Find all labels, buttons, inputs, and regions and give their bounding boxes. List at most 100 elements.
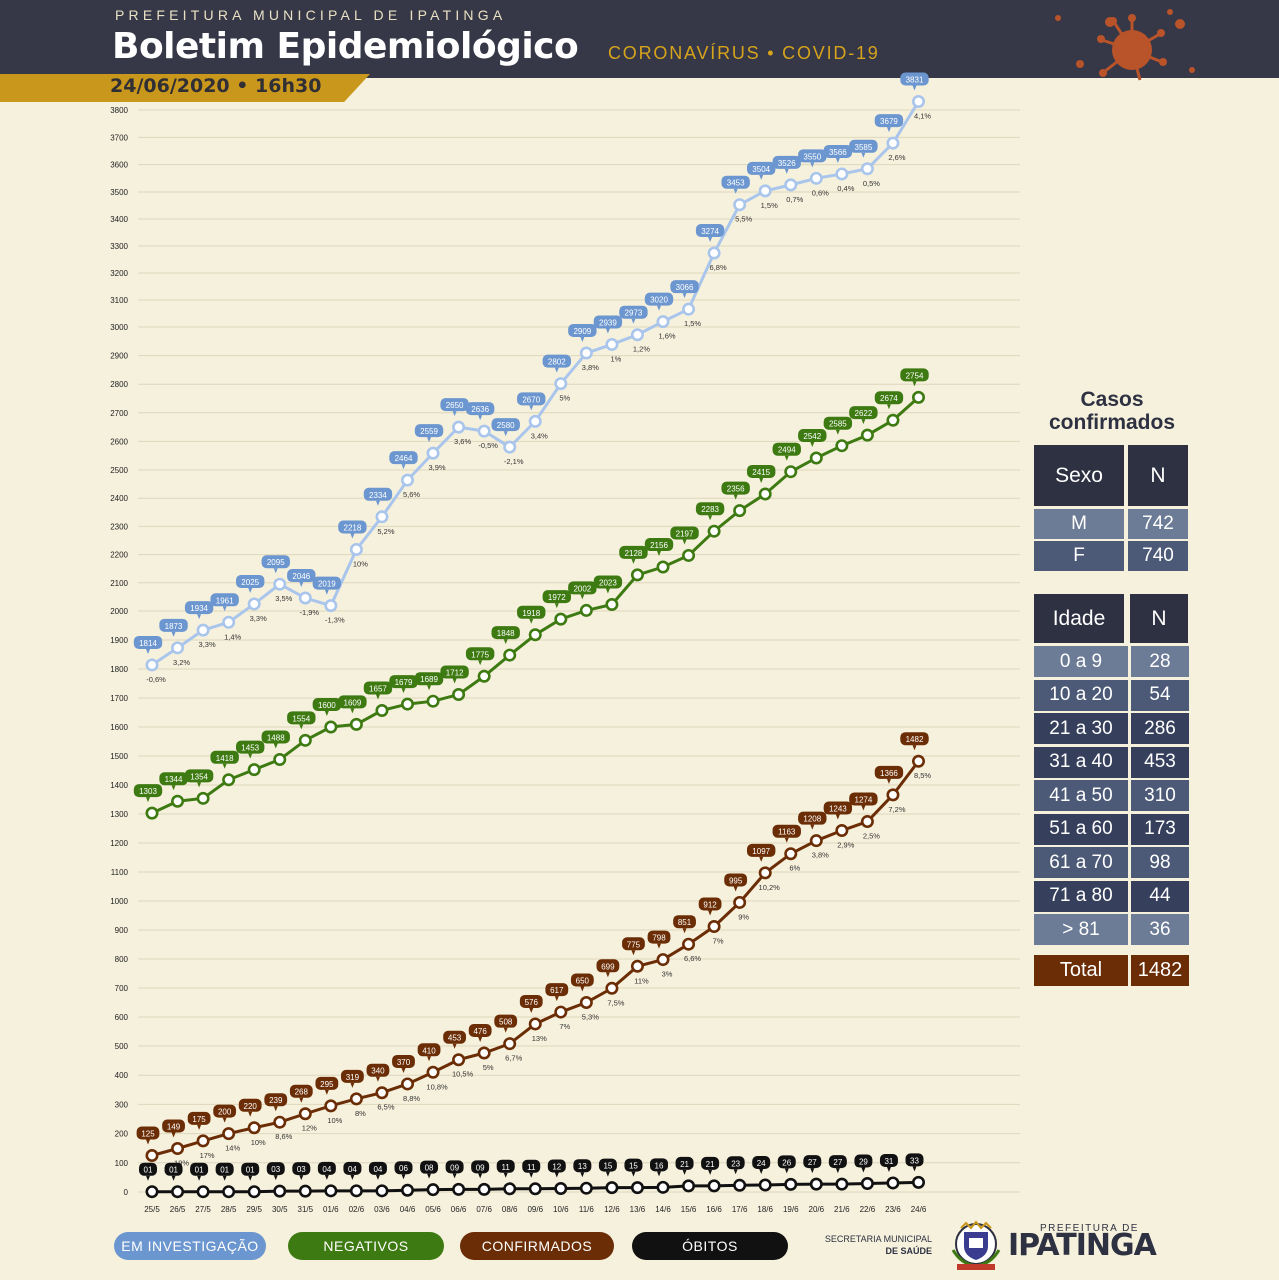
pct-label: 6,5% — [377, 1103, 394, 1112]
value-badge-tail — [810, 162, 815, 168]
age-n-header: N — [1130, 594, 1188, 643]
data-point — [886, 413, 900, 427]
y-tick-label: 0 — [124, 1188, 129, 1197]
x-tick-label: 12/6 — [604, 1205, 620, 1214]
value-badge — [593, 575, 623, 589]
value-badge — [573, 1159, 592, 1173]
value-badge-tail — [835, 1168, 840, 1174]
value-badge — [752, 1155, 771, 1169]
value-badge-tail — [835, 157, 840, 163]
value-badge — [164, 1162, 183, 1176]
data-point — [503, 1182, 517, 1196]
value-badge-tail — [197, 614, 202, 620]
data-point — [682, 1179, 696, 1193]
page-title: Boletim Epidemiológico — [112, 26, 579, 67]
data-point — [835, 439, 849, 453]
value-label: 2622 — [855, 409, 873, 418]
value-badge — [772, 824, 801, 838]
value-badge — [261, 730, 290, 744]
pct-label: 1,5% — [761, 201, 778, 210]
value-label: 2128 — [625, 549, 643, 558]
value-badge-tail — [886, 1166, 891, 1172]
value-badge-tail — [375, 1076, 380, 1082]
age-value: 28 — [1131, 646, 1189, 677]
x-tick-label: 01/6 — [323, 1205, 339, 1214]
value-badge — [905, 1153, 924, 1167]
value-badge — [496, 1159, 515, 1173]
value-label: 1934 — [190, 604, 208, 613]
age-label: 10 a 20 — [1034, 679, 1128, 711]
value-label: 15 — [603, 1162, 612, 1171]
value-badge — [133, 784, 163, 798]
value-label: 851 — [678, 918, 692, 927]
data-point — [656, 1180, 670, 1194]
x-tick-label: 31/5 — [298, 1205, 314, 1214]
value-label: 2002 — [573, 584, 591, 593]
pct-label: 0,5% — [863, 179, 880, 188]
value-label: 1488 — [267, 733, 285, 742]
data-point — [682, 302, 696, 316]
y-tick-label: 2000 — [110, 607, 128, 616]
data-point — [528, 414, 542, 428]
value-badge-tail — [401, 1174, 406, 1180]
pct-label: -1,9% — [300, 608, 320, 617]
value-badge-tail — [784, 168, 789, 174]
x-tick-label: 30/5 — [272, 1205, 288, 1214]
value-label: 2754 — [906, 371, 924, 380]
value-label: 2415 — [752, 468, 770, 477]
x-tick-label: 08/6 — [502, 1205, 518, 1214]
y-tick-label: 2800 — [110, 380, 128, 389]
pct-label: 1,6% — [658, 332, 675, 341]
value-label: 2674 — [880, 394, 898, 403]
date-band — [0, 74, 370, 102]
value-badge-tail — [401, 464, 406, 470]
value-badge-tail — [580, 337, 585, 343]
value-badge — [900, 732, 929, 746]
value-badge — [264, 1093, 288, 1107]
data-point — [145, 806, 159, 820]
value-badge — [465, 402, 495, 416]
value-badge — [443, 1030, 466, 1044]
x-tick-label: 29/5 — [246, 1205, 262, 1214]
value-label: 2283 — [701, 505, 719, 514]
value-badge — [289, 1084, 313, 1098]
y-tick-label: 2100 — [110, 579, 128, 588]
y-tick-label: 1900 — [110, 636, 128, 645]
pct-label: 0,4% — [837, 184, 854, 193]
value-badge-tail — [682, 293, 687, 299]
value-badge — [798, 811, 827, 825]
pct-label: 10,5% — [452, 1070, 474, 1079]
value-label: 31 — [884, 1157, 893, 1166]
value-badge — [545, 983, 569, 997]
value-badge — [849, 139, 878, 153]
value-badge — [622, 937, 645, 951]
y-tick-label: 2500 — [110, 466, 128, 475]
value-badge-tail — [146, 1175, 150, 1181]
x-tick-label: 27/5 — [195, 1205, 211, 1214]
value-badge-tail — [324, 589, 329, 595]
value-badge-tail — [733, 188, 738, 194]
value-badge-tail — [682, 928, 687, 934]
data-point — [605, 1181, 619, 1195]
value-label: 175 — [192, 1115, 206, 1124]
value-label: 26 — [782, 1158, 791, 1167]
y-tick-label: 3200 — [110, 269, 128, 278]
data-point — [324, 599, 338, 613]
data-point — [911, 95, 925, 109]
data-point — [911, 1175, 925, 1189]
data-point — [554, 1005, 568, 1019]
y-tick-label: 1500 — [110, 752, 128, 761]
value-badge — [519, 994, 543, 1008]
pct-label: -0,5% — [478, 441, 498, 450]
value-badge-tail — [733, 494, 738, 500]
x-tick-label: 04/6 — [400, 1205, 416, 1214]
value-badge — [341, 1069, 364, 1083]
data-point — [375, 510, 389, 524]
data-point — [503, 648, 517, 662]
data-point — [196, 1185, 210, 1199]
series-line — [151, 100, 920, 667]
pct-label: 1,4% — [224, 632, 241, 641]
pct-label: -1,3% — [325, 616, 345, 625]
data-point — [860, 815, 874, 829]
value-badge — [184, 601, 214, 615]
